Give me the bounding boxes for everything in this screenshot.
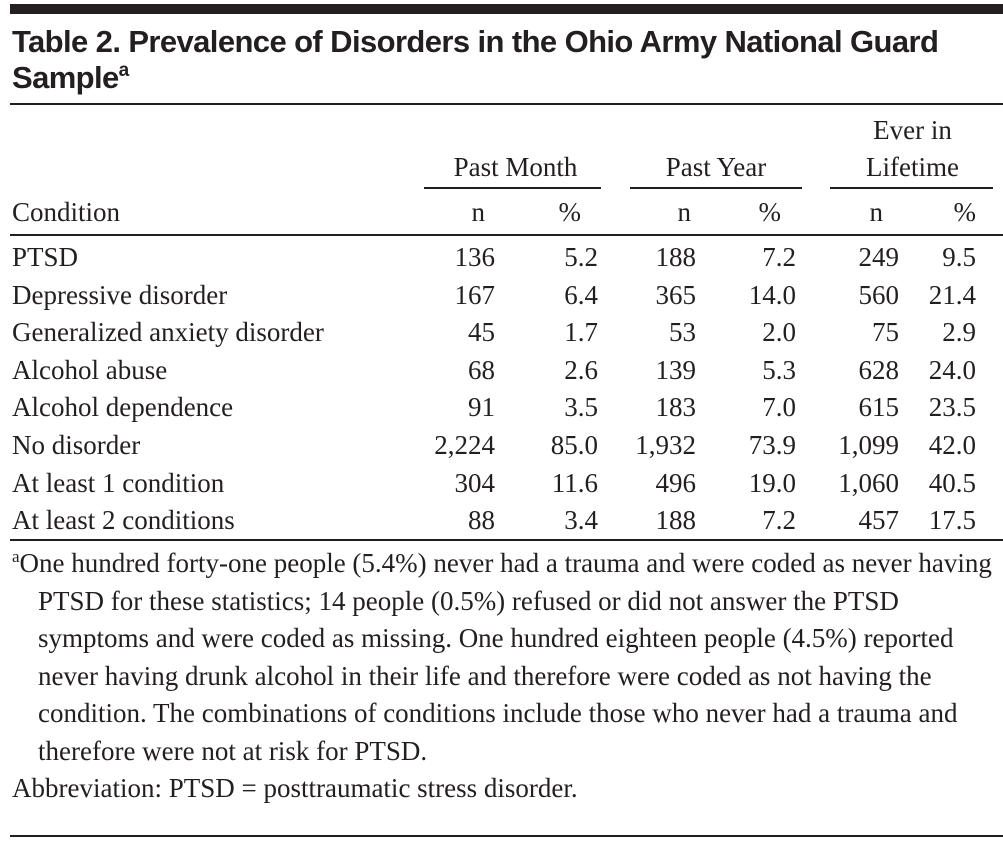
table-title-text: Table 2. Prevalence of Disorders in the …: [12, 24, 939, 95]
top-rule: [10, 4, 1003, 14]
cell-lifetime-pct: 2.9: [942, 317, 976, 348]
cell-past-month-n: 91: [468, 392, 495, 423]
cell-past-year-n: 53: [669, 317, 696, 348]
header-top-rule: [10, 103, 1003, 105]
cell-past-year-pct: 7.2: [762, 505, 796, 536]
cell-past-year-pct: 14.0: [748, 279, 796, 310]
cell-past-month-pct: 2.6: [564, 354, 598, 385]
cell-past-year-n: 188: [655, 242, 697, 272]
table-row: PTSD 136 5.2 188 7.2 249 9.5: [0, 238, 1003, 276]
cell-lifetime-n: 1,060: [838, 467, 899, 498]
cell-past-year-pct: 7.2: [762, 242, 796, 272]
cell-lifetime-pct: 9.5: [942, 242, 976, 272]
group-header-past-month: Past Month: [453, 152, 578, 182]
header-bottom-rule: [10, 234, 1003, 236]
cell-past-year-n: 188: [655, 505, 697, 536]
cell-past-month-pct: 85.0: [550, 430, 598, 460]
cell-past-month-n: 2,224: [434, 430, 495, 460]
cell-past-month-pct: 5.2: [564, 242, 598, 272]
row-condition-label: At least 1 condition: [12, 467, 225, 498]
cell-past-year-n: 365: [655, 279, 697, 310]
cell-past-month-n: 304: [454, 467, 496, 498]
row-condition-label: Generalized anxiety disorder: [12, 317, 324, 348]
cell-lifetime-n: 457: [858, 505, 900, 536]
group-rule-past-year: [630, 187, 802, 189]
cell-past-month-n: 45: [468, 317, 495, 348]
cell-past-month-pct: 3.4: [564, 505, 598, 536]
cell-past-year-n: 139: [655, 354, 697, 385]
cell-lifetime-pct: 40.5: [928, 467, 976, 498]
group-header-lifetime-line2: Lifetime: [866, 152, 959, 182]
column-header-past-month-pct: %: [558, 197, 582, 227]
group-header-lifetime-line1: Ever in: [873, 115, 952, 145]
cell-lifetime-pct: 21.4: [928, 279, 976, 310]
abbreviation-note: Abbreviation: PTSD = posttraumatic stres…: [12, 773, 578, 803]
table-notes: aOne hundred forty-one people (5.4%) nev…: [12, 545, 997, 808]
footnote-text: One hundred forty-one people (5.4%) neve…: [19, 548, 992, 766]
group-header-past-year: Past Year: [665, 152, 767, 182]
cell-past-month-pct: 3.5: [564, 392, 598, 423]
footnote-marker: a: [12, 547, 20, 566]
cell-lifetime-pct: 17.5: [928, 505, 976, 536]
table-bottom-rule: [10, 539, 1003, 541]
cell-past-year-pct: 2.0: [762, 317, 796, 348]
bottom-rule: [10, 835, 1003, 837]
column-header-past-year-n: n: [677, 197, 692, 227]
column-header-lifetime-pct: %: [953, 197, 977, 227]
table-row: Generalized anxiety disorder 45 1.7 53 2.0 75…: [0, 313, 1003, 351]
title-footnote-marker: a: [118, 60, 130, 81]
table-row: At least 1 condition 304 11.6 496 19.0 1,060 4…: [0, 464, 1003, 502]
table-row: Alcohol dependence 91 3.5 183 7.0 615 23.5: [0, 388, 1003, 426]
column-header-past-year-pct: %: [758, 197, 782, 227]
cell-past-month-pct: 11.6: [551, 467, 598, 498]
cell-lifetime-n: 628: [858, 354, 900, 385]
cell-past-year-n: 496: [655, 467, 697, 498]
cell-lifetime-pct: 23.5: [928, 392, 976, 423]
cell-past-year-pct: 7.0: [762, 392, 796, 423]
footnote: aOne hundred forty-one people (5.4%) nev…: [12, 545, 997, 770]
table-row: No disorder 2,224 85.0 1,932 73.9 1,099 42.0: [0, 426, 1003, 464]
cell-past-month-pct: 6.4: [564, 279, 598, 310]
table-title: Table 2. Prevalence of Disorders in the …: [12, 24, 992, 96]
row-condition-label: No disorder: [12, 430, 141, 460]
cell-lifetime-n: 1,099: [838, 430, 899, 460]
group-rule-past-month: [424, 187, 601, 189]
group-rule-lifetime: [830, 187, 993, 189]
cell-lifetime-pct: 24.0: [928, 354, 976, 385]
column-header-lifetime-n: n: [869, 197, 884, 227]
row-condition-label: Depressive disorder: [12, 279, 228, 310]
row-condition-label: Alcohol dependence: [12, 392, 234, 423]
row-condition-label: Alcohol abuse: [12, 354, 168, 385]
cell-past-month-n: 167: [454, 279, 496, 310]
cell-past-year-n: 1,932: [635, 430, 696, 460]
cell-lifetime-pct: 42.0: [928, 430, 976, 460]
cell-past-month-n: 136: [454, 242, 496, 272]
cell-past-month-pct: 1.7: [564, 317, 598, 348]
cell-lifetime-n: 249: [858, 242, 900, 272]
cell-lifetime-n: 560: [858, 279, 900, 310]
table-row: Depressive disorder 167 6.4 365 14.0 560 21.4: [0, 276, 1003, 314]
cell-lifetime-n: 75: [872, 317, 899, 348]
table-row: At least 2 conditions 88 3.4 188 7.2 457 17.5: [0, 501, 1003, 539]
table-row: Alcohol abuse 68 2.6 139 5.3 628 24.0: [0, 351, 1003, 389]
cell-past-year-pct: 5.3: [762, 354, 796, 385]
cell-past-year-n: 183: [655, 392, 697, 423]
cell-past-month-n: 68: [468, 354, 495, 385]
row-condition-label: At least 2 conditions: [12, 505, 235, 536]
column-header-condition: Condition: [12, 197, 121, 227]
column-header-past-month-n: n: [471, 197, 486, 227]
cell-past-year-pct: 73.9: [748, 430, 796, 460]
cell-past-month-n: 88: [468, 505, 495, 536]
cell-lifetime-n: 615: [858, 392, 900, 423]
row-condition-label: PTSD: [12, 242, 79, 272]
cell-past-year-pct: 19.0: [748, 467, 796, 498]
